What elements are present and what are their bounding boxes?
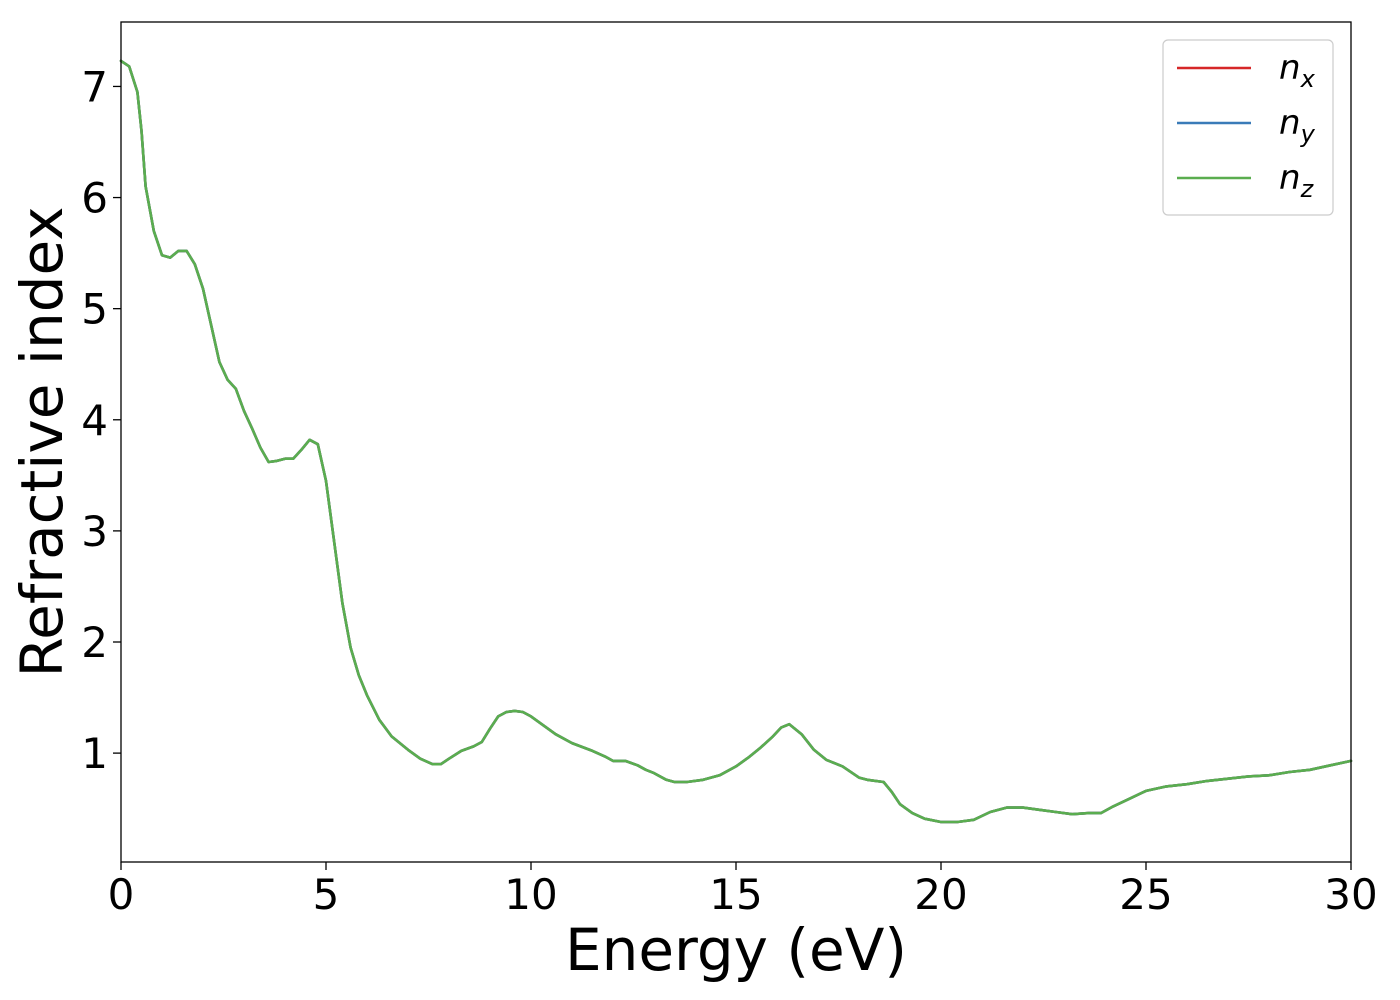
x-axis-label: Energy (eV) [565, 916, 907, 984]
y-tick-label: 4 [81, 396, 108, 445]
y-axis-label: Refractive index [8, 206, 76, 677]
tick-layer: 0 5 10 15 20 25 30 1 2 3 4 5 6 7 [81, 62, 1377, 919]
y-tick-label: 1 [81, 729, 108, 778]
x-tick-label: 20 [914, 870, 967, 919]
x-tick-label: 0 [108, 870, 135, 919]
y-tick-label: 2 [81, 618, 108, 667]
series-line-nz [119, 59, 1353, 824]
y-tick-label: 5 [81, 285, 108, 334]
x-tick-label: 30 [1324, 870, 1377, 919]
legend-box [1162, 39, 1334, 216]
y-tick-label: 6 [81, 174, 108, 223]
x-tick-label: 25 [1119, 870, 1172, 919]
y-tick-label: 7 [81, 62, 108, 111]
x-tick-label: 5 [313, 870, 340, 919]
x-tick-label: 10 [504, 870, 557, 919]
plot-frame [120, 21, 1352, 863]
x-tick-label: 15 [709, 870, 762, 919]
series-layer [119, 59, 1353, 824]
y-tick-label: 3 [81, 507, 108, 556]
